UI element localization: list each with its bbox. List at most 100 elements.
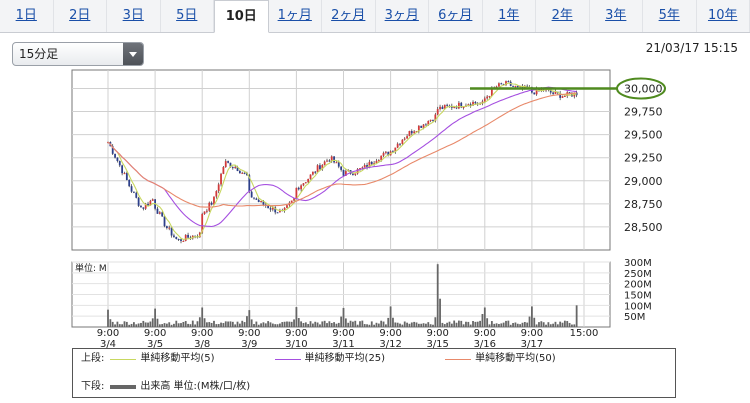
candle-body <box>257 199 260 203</box>
tab-8[interactable]: 6ヶ月 <box>429 0 483 32</box>
candle-body <box>420 125 423 128</box>
volume-bar <box>396 322 399 327</box>
candle-body <box>425 124 427 126</box>
volume-bar <box>243 322 246 327</box>
candle-body <box>271 207 274 210</box>
x-tick-time: 9:00 <box>379 328 401 339</box>
x-tick-time: 9:00 <box>191 328 213 339</box>
candle-body <box>413 131 416 134</box>
volume-bar <box>566 321 569 327</box>
volume-bar <box>453 320 456 327</box>
candle-body <box>396 143 399 148</box>
candle-body <box>111 146 114 154</box>
volume-bar <box>486 318 489 327</box>
tab-5[interactable]: 1ヶ月 <box>269 0 322 32</box>
volume-bar <box>335 323 338 327</box>
volume-bar <box>446 322 449 327</box>
candle-body <box>290 200 293 203</box>
volume-bar <box>128 324 131 327</box>
candle-body <box>439 106 441 110</box>
volume-bar <box>528 316 531 327</box>
candle-body <box>453 106 456 108</box>
volume-tick-label: 100M <box>624 301 652 312</box>
volume-bar <box>354 320 357 327</box>
volume-bar <box>220 322 222 327</box>
candle-body <box>363 165 366 168</box>
volume-bar <box>213 320 215 327</box>
volume-bar <box>222 323 225 327</box>
tab-9[interactable]: 1年 <box>483 0 536 32</box>
candle-body <box>286 205 288 208</box>
candle-body <box>227 161 230 163</box>
candle-body <box>422 124 425 128</box>
volume-bar <box>121 324 124 327</box>
candle-body <box>274 207 277 213</box>
tab-12[interactable]: 5年 <box>643 0 697 32</box>
candle-body <box>498 83 500 87</box>
tab-3[interactable]: 5日 <box>161 0 214 32</box>
volume-bar <box>319 324 321 327</box>
volume-bar <box>340 316 343 327</box>
volume-bar <box>448 321 451 327</box>
volume-bar <box>413 321 416 327</box>
tab-6[interactable]: 2ヶ月 <box>322 0 376 32</box>
candle-body <box>224 161 227 168</box>
volume-bar <box>375 322 378 327</box>
tab-4[interactable]: 10日 <box>214 0 269 33</box>
volume-bar <box>465 321 467 327</box>
volume-bar <box>523 321 526 327</box>
volume-bar <box>502 322 505 327</box>
candle-body <box>177 238 180 240</box>
tab-11[interactable]: 3年 <box>590 0 643 32</box>
volume-bar <box>165 323 168 327</box>
candle-body <box>559 93 562 98</box>
candle-body <box>408 131 411 137</box>
candle-body <box>307 178 310 183</box>
volume-bar <box>246 316 248 327</box>
tab-7[interactable]: 3ヶ月 <box>376 0 429 32</box>
volume-bar <box>556 324 559 327</box>
candle-body <box>549 89 552 93</box>
candle-body <box>304 182 307 184</box>
volume-bar <box>276 324 279 327</box>
volume-bar <box>460 320 463 327</box>
tab-0[interactable]: 1日 <box>0 0 54 32</box>
chart-timestamp: 21/03/17 15:15 <box>645 41 738 55</box>
candle-body <box>276 212 279 214</box>
volume-tick-label: 150M <box>624 291 652 302</box>
volume-bar <box>509 324 512 327</box>
chevron-down-icon[interactable] <box>123 43 143 65</box>
volume-bar <box>483 307 486 327</box>
volume-bar <box>356 324 359 327</box>
candle-body <box>417 125 420 132</box>
volume-bar <box>302 323 305 327</box>
candle-body <box>149 200 152 206</box>
legend-ma50-label: 単純移動平均(50) <box>475 353 556 364</box>
highlight-circle <box>616 77 666 100</box>
interval-select[interactable]: 15分足 <box>12 42 144 66</box>
tab-1[interactable]: 2日 <box>54 0 107 32</box>
candle-body <box>140 205 142 208</box>
volume-bar <box>293 319 295 327</box>
series-line-ma25 <box>107 86 577 228</box>
volume-bar <box>347 322 350 327</box>
candle-body <box>114 153 116 158</box>
candle-body <box>231 167 234 169</box>
candle-body <box>201 214 204 233</box>
volume-bar <box>514 322 517 327</box>
volume-bar <box>189 324 192 327</box>
volume-bar <box>436 264 439 327</box>
volume-bar <box>568 322 571 327</box>
tab-10[interactable]: 2年 <box>536 0 590 32</box>
volume-bar <box>177 323 180 327</box>
candle-body <box>500 83 503 85</box>
volume-bar <box>467 321 470 327</box>
volume-bar <box>429 324 432 327</box>
candle-body <box>165 226 168 229</box>
candle-body <box>241 172 244 174</box>
volume-bar <box>314 321 317 327</box>
volume-bar <box>283 321 286 327</box>
legend-volume-swatch <box>110 385 137 389</box>
tab-2[interactable]: 3日 <box>107 0 161 32</box>
volume-bar <box>206 322 208 327</box>
